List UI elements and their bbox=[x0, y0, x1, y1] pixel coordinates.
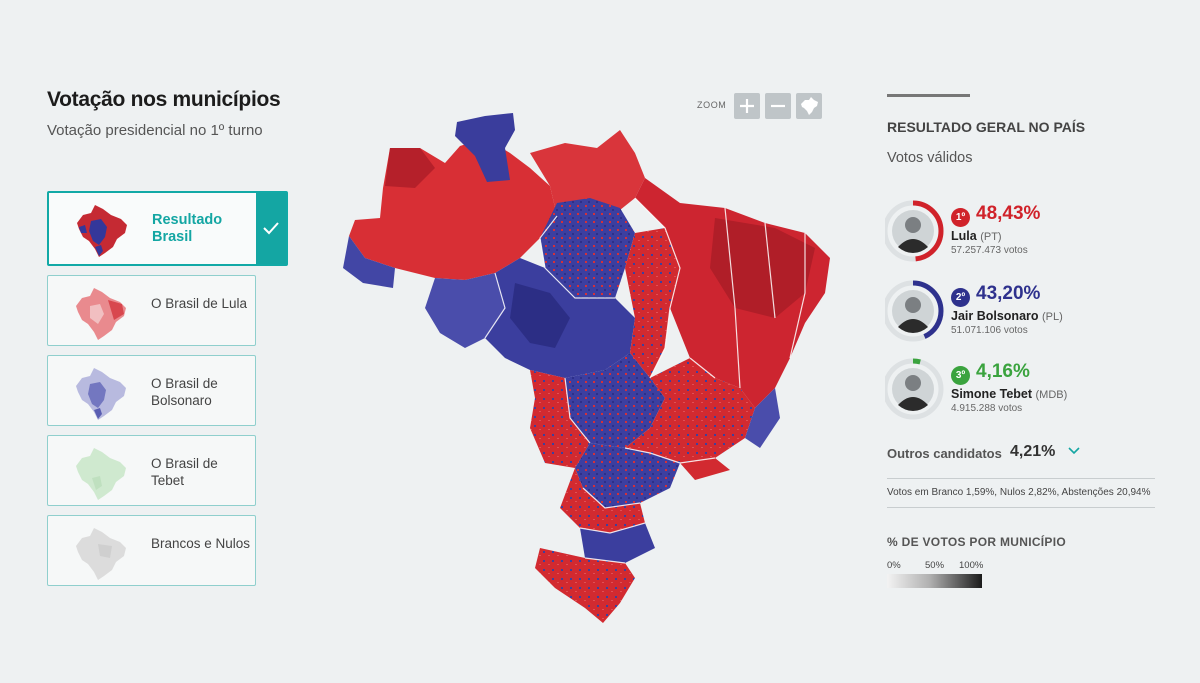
option-brancos-nulos[interactable]: Brancos e Nulos bbox=[47, 515, 256, 586]
zoom-label: ZOOM bbox=[697, 100, 727, 110]
divider-top bbox=[887, 478, 1155, 479]
candidate-name: Simone Tebet (MDB) bbox=[951, 387, 1068, 401]
region-espirito-santo bbox=[745, 388, 780, 448]
candidate-card-bolsonaro: 2º 43,20% Jair Bolsonaro (PL) 51.071.106… bbox=[885, 279, 1185, 343]
other-candidates-pct: 4,21% bbox=[1010, 443, 1056, 460]
region-sao-paulo bbox=[575, 443, 680, 508]
blank-null-map-thumbnail bbox=[76, 528, 126, 580]
candidate-name: Lula (PT) bbox=[951, 229, 1002, 243]
lula-map-thumbnail bbox=[76, 288, 126, 340]
lula-share-arc bbox=[885, 200, 944, 262]
page-subtitle: Votação presidencial no 1º turno bbox=[47, 122, 263, 139]
region-mato-grosso-sul bbox=[530, 370, 590, 468]
legend-tick: 100% bbox=[959, 560, 984, 571]
vote-count: 51.071.106 votos bbox=[951, 325, 1028, 336]
region-rio-grande-sul bbox=[535, 548, 635, 623]
region-santa-catarina bbox=[580, 523, 655, 563]
zoom-out-button[interactable] bbox=[765, 93, 791, 119]
vote-count: 57.257.473 votos bbox=[951, 245, 1028, 256]
brazil-municipalities-map[interactable] bbox=[335, 108, 835, 628]
region-rondonia bbox=[425, 273, 505, 348]
region-mato-grosso-dark bbox=[510, 283, 570, 348]
legend-gradient-bar bbox=[887, 574, 982, 588]
region-para-blue bbox=[540, 198, 635, 298]
option-brasil-bolsonaro[interactable]: O Brasil de Bolsonaro bbox=[47, 355, 256, 426]
brazil-result-thumbnail bbox=[77, 205, 127, 257]
region-center-mixed bbox=[625, 228, 680, 378]
legend-ticks: 0% 50% 100% bbox=[887, 560, 987, 572]
bolsonaro-vote-ring bbox=[885, 280, 944, 342]
rank-badge: 2º bbox=[951, 288, 970, 307]
selected-check bbox=[256, 193, 286, 264]
option-label: Resultado Brasil bbox=[152, 212, 223, 245]
brazil-map-icon bbox=[801, 97, 818, 115]
results-title: RESULTADO GERAL NO PAÍS bbox=[887, 119, 1086, 135]
party-label: (MDB) bbox=[1035, 389, 1068, 401]
legend-tick: 0% bbox=[887, 560, 901, 571]
candidate-name: Jair Bolsonaro (PL) bbox=[951, 309, 1063, 323]
vote-count: 4.915.288 votos bbox=[951, 403, 1023, 414]
region-north-west bbox=[349, 138, 557, 280]
option-label: O Brasil de Bolsonaro bbox=[151, 376, 218, 408]
region-northeast-dark bbox=[710, 218, 815, 318]
region-goias bbox=[565, 353, 665, 448]
region-minas bbox=[625, 358, 755, 463]
section-divider bbox=[887, 94, 970, 97]
party-label: (PT) bbox=[980, 231, 1002, 243]
minus-icon bbox=[771, 104, 785, 108]
vote-percentage: 43,20% bbox=[976, 283, 1041, 304]
tebet-share-arc bbox=[885, 358, 944, 420]
option-label: Brancos e Nulos bbox=[151, 536, 251, 551]
vote-percentage: 48,43% bbox=[976, 203, 1041, 224]
region-parana bbox=[560, 468, 645, 533]
bolsonaro-share-arc bbox=[885, 280, 944, 342]
legend-tick: 50% bbox=[925, 560, 945, 571]
results-subtitle: Votos válidos bbox=[887, 150, 973, 166]
option-label: O Brasil de Lula bbox=[151, 296, 248, 311]
option-resultado-brasil[interactable]: Resultado Brasil bbox=[47, 191, 288, 266]
divider-bottom bbox=[887, 507, 1155, 508]
legend-title: % DE VOTOS POR MUNICÍPIO bbox=[887, 535, 1067, 549]
chevron-down-icon[interactable] bbox=[1067, 446, 1081, 456]
check-icon bbox=[263, 222, 279, 235]
lula-vote-ring bbox=[885, 200, 944, 262]
bolsonaro-map-thumbnail bbox=[76, 368, 126, 420]
blank-null-abstention-text: Votos em Branco 1,59%, Nulos 2,82%, Abst… bbox=[887, 487, 1151, 498]
vote-percentage: 4,16% bbox=[976, 361, 1030, 382]
page-title: Votação nos municípios bbox=[47, 88, 281, 111]
rank-badge: 1º bbox=[951, 208, 970, 227]
party-label: (PL) bbox=[1042, 311, 1063, 323]
zoom-reset-button[interactable] bbox=[796, 93, 822, 119]
region-roraima bbox=[455, 113, 515, 182]
other-candidates-label[interactable]: Outros candidatos bbox=[887, 446, 1002, 461]
rank-badge: 3º bbox=[951, 366, 970, 385]
candidate-card-lula: 1º 48,43% Lula (PT) 57.257.473 votos bbox=[885, 199, 1185, 263]
tebet-map-thumbnail bbox=[76, 448, 126, 500]
tebet-vote-ring bbox=[885, 358, 944, 420]
candidate-card-tebet: 3º 4,16% Simone Tebet (MDB) 4.915.288 vo… bbox=[885, 357, 1185, 421]
option-brasil-lula[interactable]: O Brasil de Lula bbox=[47, 275, 256, 346]
option-brasil-tebet[interactable]: O Brasil de Tebet bbox=[47, 435, 256, 506]
region-amazonas-dark bbox=[385, 148, 435, 188]
region-rj bbox=[680, 458, 730, 480]
option-label: O Brasil de Tebet bbox=[151, 456, 218, 488]
plus-icon bbox=[740, 99, 754, 113]
zoom-in-button[interactable] bbox=[734, 93, 760, 119]
avatar-head bbox=[905, 217, 921, 233]
region-acre bbox=[343, 236, 395, 288]
